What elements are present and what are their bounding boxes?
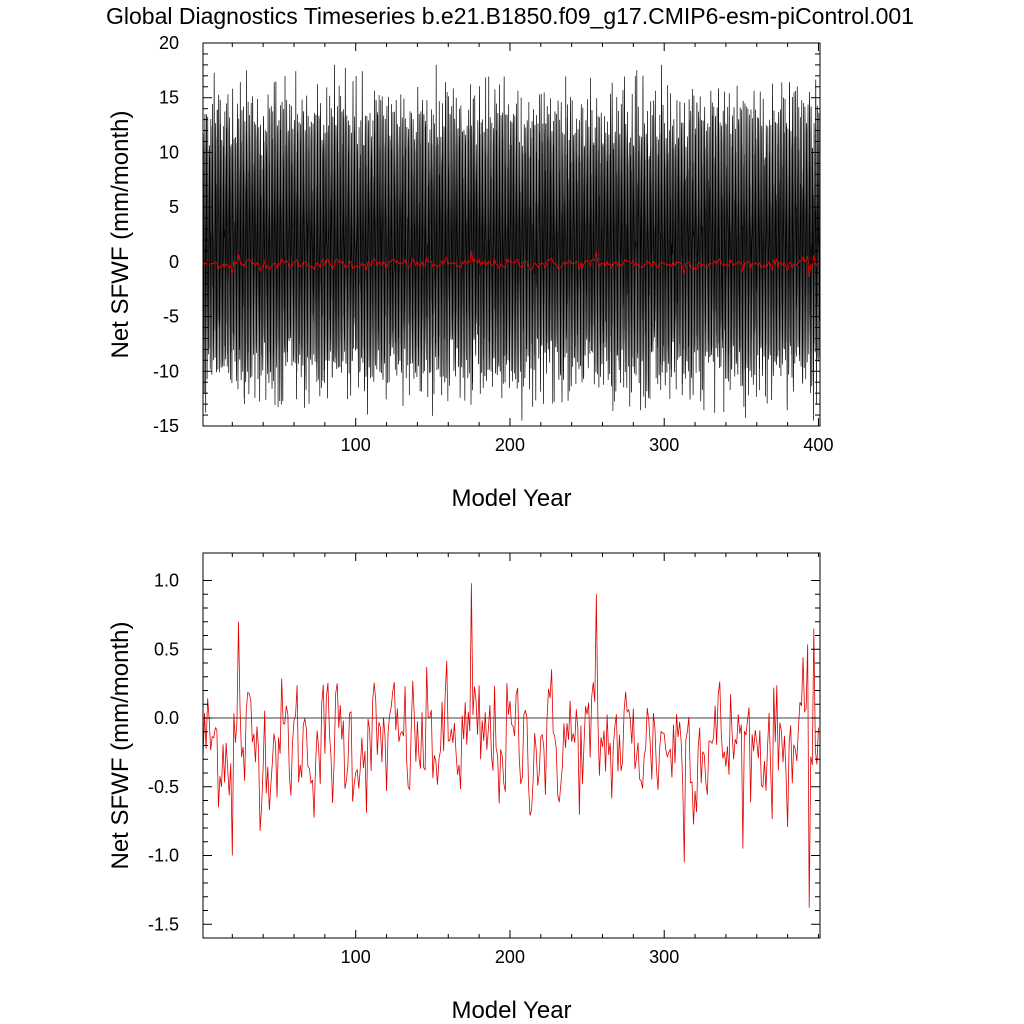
- y-tick-label: -15: [153, 416, 179, 436]
- x-tick-label: 200: [495, 435, 525, 455]
- axis-ticks: 100 200 300 -1.5 -1.0 -0.5 0.0 0.5 1.0: [148, 553, 820, 967]
- y-tick-label: 0.5: [154, 639, 179, 659]
- annual-line: [202, 251, 819, 278]
- x-tick-label: 100: [341, 435, 371, 455]
- monthly-line: [202, 64, 821, 421]
- x-tick-label: 400: [803, 435, 833, 455]
- panel-annual-timeseries: 100 200 300 -1.5 -1.0 -0.5 0.0 0.5 1.0 Model Yea…: [107, 552, 821, 1024]
- y-axis-title: Net SFWF (mm/month): [107, 110, 134, 358]
- x-tick-label: 100: [341, 947, 371, 967]
- y-tick-label: -1.0: [148, 846, 179, 866]
- y-tick-label: -0.5: [148, 777, 179, 797]
- y-axis-title: Net SFWF (mm/month): [107, 621, 134, 869]
- y-tick-label: -10: [153, 361, 179, 381]
- y-tick-label: 20: [159, 33, 179, 53]
- y-tick-label: 1.0: [154, 571, 179, 591]
- series-annual-line: [202, 251, 819, 278]
- series-monthly-line: [202, 64, 821, 421]
- y-tick-label: 5: [169, 197, 179, 217]
- figure-title: Global Diagnostics Timeseries b.e21.B185…: [106, 3, 914, 29]
- y-tick-label: 0: [169, 252, 179, 272]
- series-annual-line: [202, 583, 819, 908]
- axis-ticks: 100 200 300 400 -15 -10 -5 0 5 10 15 20: [153, 33, 833, 455]
- y-tick-label: 10: [159, 142, 179, 162]
- x-axis-title: Model Year: [451, 997, 571, 1024]
- plot-frame: [202, 552, 821, 939]
- y-tick-label: 0.0: [154, 708, 179, 728]
- plot-frame: [202, 42, 821, 427]
- x-axis-title: Model Year: [451, 485, 571, 512]
- x-tick-label: 300: [649, 947, 679, 967]
- y-tick-label: 15: [159, 88, 179, 108]
- x-tick-label: 200: [495, 947, 525, 967]
- y-tick-label: -1.5: [148, 914, 179, 934]
- x-tick-label: 300: [649, 435, 679, 455]
- annual-line: [202, 583, 819, 908]
- y-tick-label: -5: [163, 307, 179, 327]
